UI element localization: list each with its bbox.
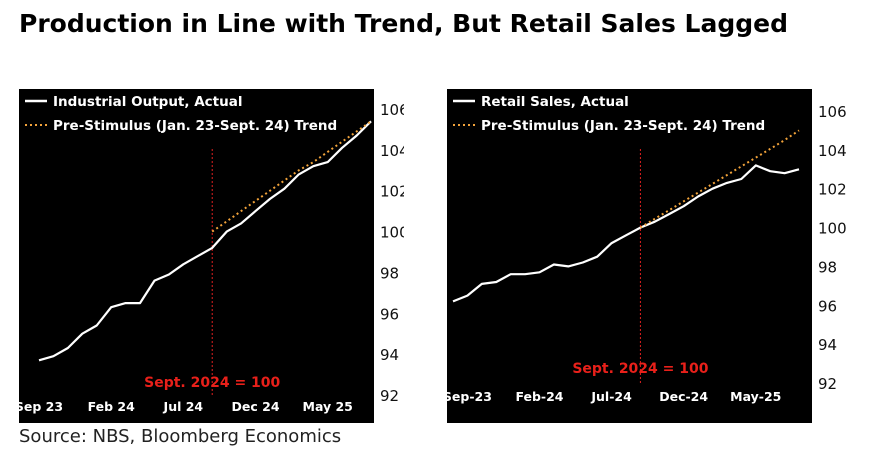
y-tick-label: 94 bbox=[380, 346, 399, 364]
legend-label: Industrial Output, Actual bbox=[53, 94, 242, 110]
x-tick-label: Jul 24 bbox=[163, 399, 204, 414]
x-tick-label: May-25 bbox=[730, 389, 781, 404]
legend-label: Pre-Stimulus (Jan. 23-Sept. 24) Trend bbox=[53, 118, 337, 134]
y-tick-label: 96 bbox=[818, 297, 837, 315]
x-tick-label: May 25 bbox=[303, 399, 353, 414]
x-tick-label: Sep-23 bbox=[447, 389, 492, 404]
x-tick-label: Dec 24 bbox=[232, 399, 280, 414]
actual-series-line bbox=[452, 164, 800, 303]
y-tick-label: 104 bbox=[818, 142, 847, 160]
x-tick-label: Feb 24 bbox=[88, 399, 136, 414]
y-tick-label: 92 bbox=[380, 387, 399, 405]
x-tick-label: Dec-24 bbox=[659, 389, 708, 404]
legend-label: Pre-Stimulus (Jan. 23-Sept. 24) Trend bbox=[481, 118, 765, 134]
y-tick-label: 98 bbox=[380, 264, 399, 282]
x-tick-label: Jul-24 bbox=[590, 389, 632, 404]
page-title: Production in Line with Trend, But Retai… bbox=[19, 9, 788, 38]
x-tick-label: Feb-24 bbox=[515, 389, 563, 404]
retail-sales-chart: 106 104 102 100 98 96 94 92 Sep-23 Feb-24 Jul-24 De… bbox=[447, 89, 847, 423]
y-tick-label: 106 bbox=[380, 101, 404, 119]
legend-label: Retail Sales, Actual bbox=[481, 94, 629, 110]
y-tick-label: 104 bbox=[380, 142, 404, 160]
y-tick-label: 102 bbox=[818, 181, 847, 199]
y-tick-label: 102 bbox=[380, 183, 404, 201]
source-note: Source: NBS, Bloomberg Economics bbox=[19, 426, 342, 447]
trend-series-line bbox=[639, 129, 800, 229]
base-period-annotation: Sept. 2024 = 100 bbox=[572, 361, 708, 377]
y-tick-label: 94 bbox=[818, 336, 837, 354]
y-tick-label: 98 bbox=[818, 258, 837, 276]
trend-series-line bbox=[211, 120, 372, 233]
y-tick-label: 100 bbox=[380, 224, 404, 242]
actual-series-line bbox=[38, 120, 372, 362]
y-tick-label: 92 bbox=[818, 375, 837, 393]
industrial-output-chart: 106 104 102 100 98 96 94 92 Sep 23 Feb 24 Jul 24 De… bbox=[19, 89, 404, 423]
base-period-annotation: Sept. 2024 = 100 bbox=[144, 375, 280, 391]
plot-background bbox=[447, 89, 812, 423]
y-tick-label: 106 bbox=[818, 103, 847, 121]
x-tick-label: Sep 23 bbox=[19, 399, 63, 414]
y-tick-label: 96 bbox=[380, 305, 399, 323]
y-tick-label: 100 bbox=[818, 220, 847, 238]
